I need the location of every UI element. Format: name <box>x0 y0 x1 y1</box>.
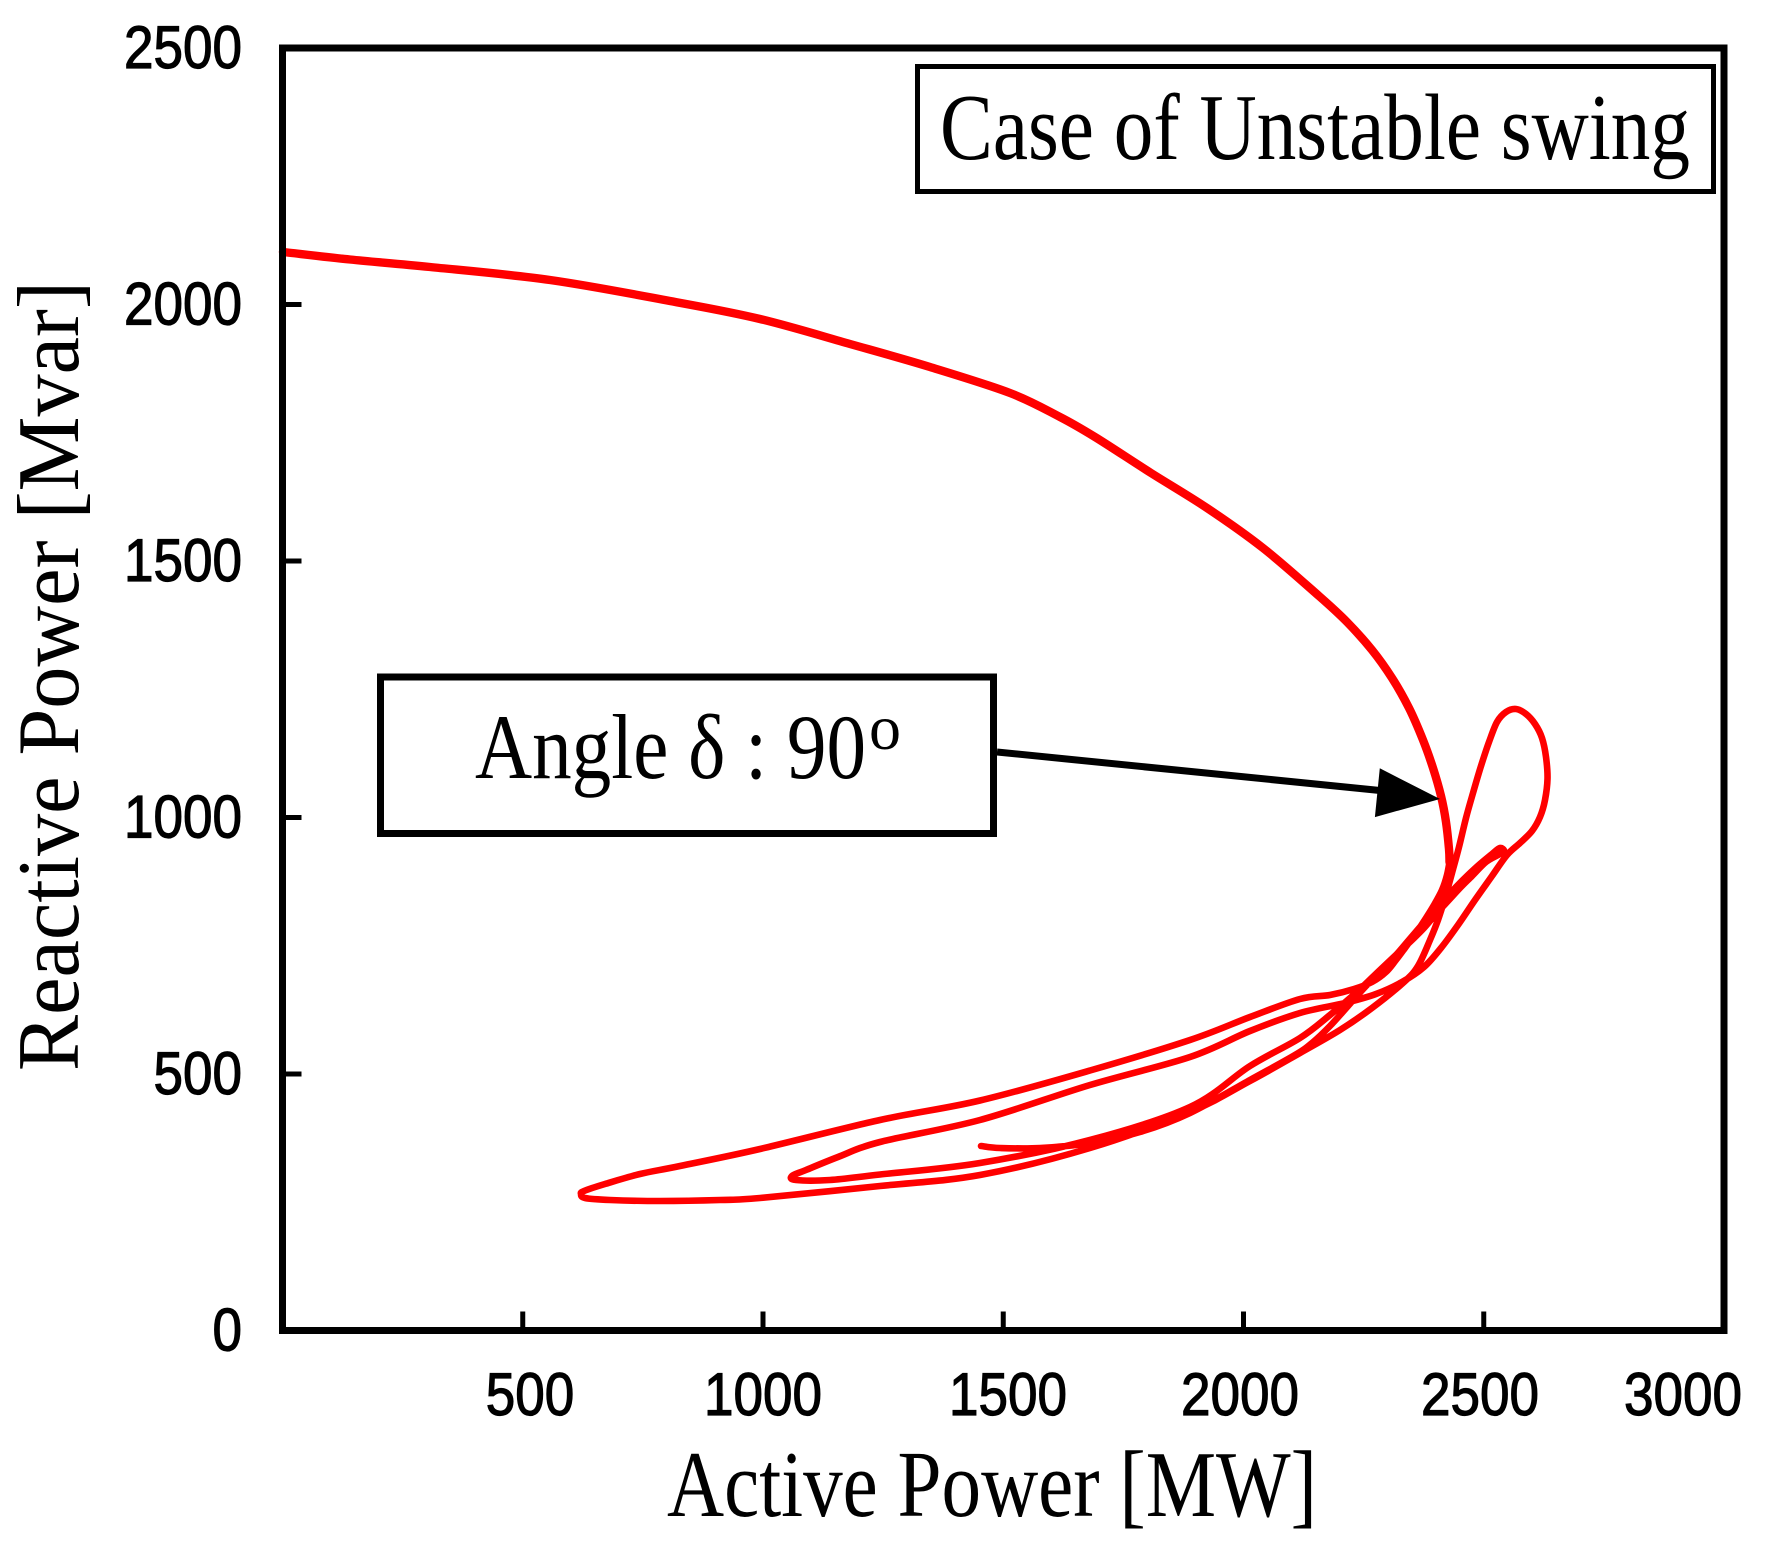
svg-text:2500: 2500 <box>124 13 242 81</box>
svg-text:0: 0 <box>213 1296 243 1364</box>
svg-text:Case of Unstable swing: Case of Unstable swing <box>940 76 1690 180</box>
svg-text:Active Power [MW]: Active Power [MW] <box>667 1433 1317 1537</box>
svg-text:Angle δ : 90: Angle δ : 90 <box>475 696 866 798</box>
svg-text:1500: 1500 <box>949 1360 1067 1428</box>
svg-text:500: 500 <box>486 1360 575 1428</box>
svg-text:1500: 1500 <box>124 526 242 594</box>
svg-text:o: o <box>869 692 901 763</box>
svg-text:2000: 2000 <box>1181 1360 1299 1428</box>
svg-text:2000: 2000 <box>124 270 242 338</box>
svg-text:1000: 1000 <box>124 783 242 851</box>
svg-text:3000: 3000 <box>1624 1360 1742 1428</box>
svg-text:2500: 2500 <box>1421 1360 1539 1428</box>
svg-text:Reactive Power [Mvar]: Reactive Power [Mvar] <box>1 281 98 1071</box>
svg-text:1000: 1000 <box>704 1360 822 1428</box>
svg-text:500: 500 <box>154 1039 243 1107</box>
